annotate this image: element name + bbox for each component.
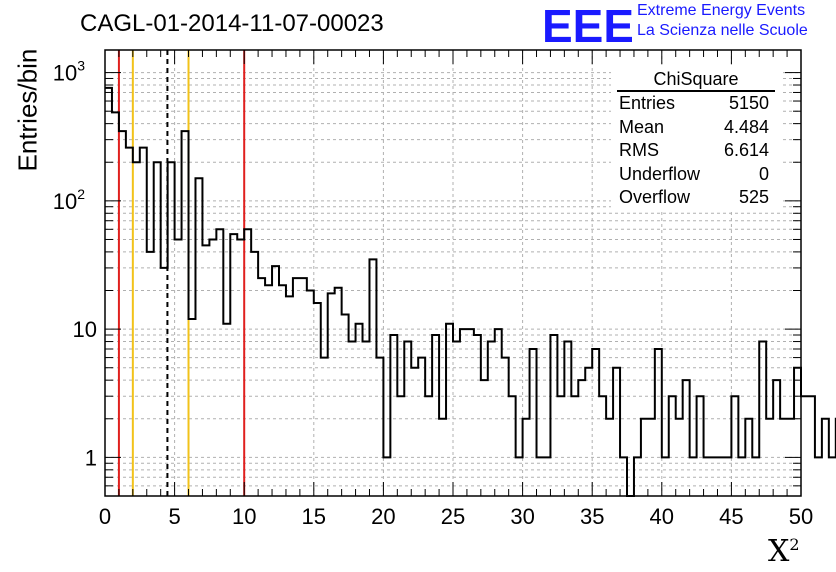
stats-box: ChiSquare Entries 5150 Mean 4.484 RMS 6.614 Un… bbox=[611, 68, 781, 210]
x-axis-label: X2 bbox=[768, 534, 800, 569]
y-tick-label: 102 bbox=[53, 186, 85, 214]
y-tick-label-sup: 3 bbox=[77, 58, 85, 74]
eee-logo: EEE bbox=[542, 2, 632, 46]
x-tick-label: 30 bbox=[510, 504, 534, 529]
logo-caption-line2: La Scienza nelle Scuole bbox=[637, 22, 808, 39]
stats-label: RMS bbox=[619, 140, 659, 160]
x-tick-label: 25 bbox=[441, 504, 465, 529]
stats-value: 525 bbox=[738, 187, 769, 207]
chart-title: CAGL-01-2014-11-07-00023 bbox=[80, 10, 384, 37]
x-tick-label: 10 bbox=[232, 504, 256, 529]
stats-value: 5150 bbox=[728, 93, 769, 113]
x-tick-label: 40 bbox=[650, 504, 674, 529]
x-axis-label-base: X bbox=[768, 534, 790, 569]
stats-title: ChiSquare bbox=[617, 68, 775, 92]
stats-row: Overflow 525 bbox=[611, 186, 781, 210]
x-tick-label: 50 bbox=[789, 504, 813, 529]
stats-row: Mean 4.484 bbox=[611, 116, 781, 140]
eee-logo-text: EEE bbox=[542, 2, 632, 46]
x-tick-label: 15 bbox=[302, 504, 326, 529]
stats-rows: Entries 5150 Mean 4.484 RMS 6.614 Underflow 0 Ov… bbox=[611, 92, 781, 210]
x-tick-label: 0 bbox=[99, 504, 111, 529]
stats-value: 0 bbox=[758, 163, 769, 184]
stats-label: Mean bbox=[619, 116, 665, 137]
y-tick-label: 1 bbox=[85, 445, 97, 470]
histogram-outline bbox=[105, 86, 836, 497]
x-axis-label-sup: 2 bbox=[789, 535, 800, 554]
marker-lines bbox=[117, 50, 246, 496]
y-tick-label: 10 bbox=[73, 317, 97, 342]
x-tick-label: 20 bbox=[371, 504, 395, 529]
y-tick-label: 103 bbox=[53, 58, 85, 86]
y-tick-label-sup: 2 bbox=[77, 186, 85, 202]
stats-row: Underflow 0 bbox=[611, 163, 781, 187]
x-tick-label: 5 bbox=[168, 504, 180, 529]
stats-row: RMS 6.614 bbox=[611, 139, 781, 163]
x-tick-label: 45 bbox=[719, 504, 743, 529]
stats-label: Entries bbox=[619, 93, 676, 113]
x-tick-label: 35 bbox=[580, 504, 604, 529]
stats-label: Overflow bbox=[619, 187, 691, 207]
stats-label: Underflow bbox=[619, 163, 701, 184]
grid bbox=[104, 50, 802, 497]
stats-row: Entries 5150 bbox=[611, 92, 781, 116]
stats-value: 4.484 bbox=[723, 116, 769, 137]
logo-caption-line1: Extreme Energy Events bbox=[637, 2, 806, 19]
stats-value: 6.614 bbox=[723, 140, 769, 160]
